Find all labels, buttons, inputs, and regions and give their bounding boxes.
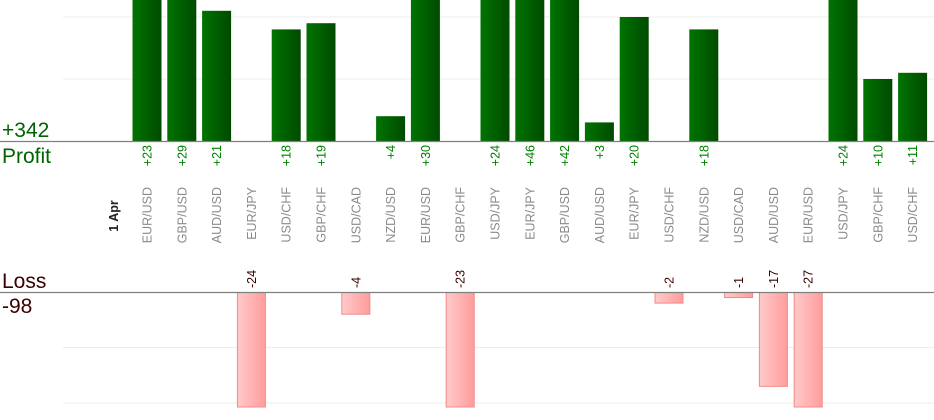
loss-bar — [793, 292, 823, 408]
loss-value-label: -27 — [802, 270, 816, 288]
profit-label: Profit — [2, 145, 51, 168]
profit-bar — [306, 23, 336, 142]
currency-pair-label: AUD/USD — [767, 187, 781, 243]
profit-bar — [515, 0, 545, 141]
loss-value-label: -24 — [245, 270, 259, 288]
profit-value-label: +19 — [315, 145, 329, 166]
profit-bar — [132, 0, 162, 141]
currency-pair-label: GBP/USD — [175, 187, 189, 243]
profit-bar — [619, 17, 649, 141]
loss-value-label: -4 — [349, 277, 363, 288]
profit-bar — [584, 122, 614, 141]
loss-total: -98 — [2, 295, 32, 318]
loss-bar — [758, 292, 788, 387]
labels: +23 EUR/USD +29 GBP/USD +21 AUD/USD -24 EUR/JPY… — [141, 145, 921, 288]
profit-bar — [167, 0, 197, 141]
profit-bar — [863, 79, 893, 141]
profit-bar — [550, 0, 580, 141]
bars — [132, 0, 928, 408]
loss-bar — [236, 292, 266, 408]
currency-pair-label: USD/CAD — [349, 187, 363, 243]
profit-bar — [828, 0, 858, 141]
profit-bar — [480, 0, 510, 141]
profit-value-label: +30 — [419, 145, 433, 166]
date-label: 1 Apr — [107, 200, 121, 232]
loss-label: Loss — [2, 270, 46, 293]
currency-pair-label: AUD/USD — [210, 187, 224, 243]
profit-value-label: +3 — [593, 145, 607, 159]
profit-bar — [202, 10, 232, 141]
profit-value-label: +11 — [906, 145, 920, 165]
currency-pair-label: EUR/USD — [419, 187, 433, 243]
currency-pair-label: USD/JPY — [489, 186, 503, 239]
loss-value-label: -17 — [767, 270, 781, 288]
loss-value-label: -23 — [454, 270, 468, 288]
profit-bar — [689, 29, 719, 141]
profit-value-label: +18 — [280, 145, 294, 166]
profit-value-label: +46 — [523, 145, 537, 166]
profit-value-label: +24 — [489, 145, 503, 166]
currency-pair-label: EUR/JPY — [628, 186, 642, 239]
currency-pair-label: GBP/CHF — [454, 187, 468, 243]
profit-bar — [410, 0, 440, 141]
profit-bar — [376, 116, 406, 141]
currency-pair-label: EUR/JPY — [245, 186, 259, 239]
currency-pair-label: EUR/USD — [802, 187, 816, 243]
profit-value-label: +21 — [210, 145, 224, 166]
currency-pair-label: USD/CAD — [732, 187, 746, 243]
loss-bar — [724, 292, 754, 299]
profit-bar — [271, 29, 301, 141]
loss-bar — [654, 292, 684, 304]
profit-value-label: +23 — [141, 145, 155, 166]
currency-pair-label: USD/CHF — [280, 187, 294, 243]
currency-pair-label: GBP/CHF — [871, 187, 885, 243]
loss-bar — [445, 292, 475, 408]
profit-value-label: +24 — [837, 145, 851, 166]
currency-pair-label: USD/JPY — [837, 186, 851, 239]
currency-pair-label: GBP/USD — [558, 187, 572, 243]
currency-pair-label: NZD/USD — [384, 187, 398, 243]
profit-bar — [898, 72, 928, 141]
currency-pair-label: USD/CHF — [906, 187, 920, 243]
loss-bar — [341, 292, 371, 315]
profit-value-label: +10 — [871, 145, 885, 166]
currency-pair-label: NZD/USD — [697, 187, 711, 243]
currency-pair-label: EUR/USD — [141, 187, 155, 243]
profit-value-label: +29 — [175, 145, 189, 166]
loss-value-label: -1 — [732, 277, 746, 288]
profit-value-label: +18 — [697, 145, 711, 166]
currency-pair-label: EUR/JPY — [523, 186, 537, 239]
currency-pair-label: GBP/CHF — [315, 187, 329, 243]
currency-pair-label: USD/CHF — [663, 187, 677, 243]
loss-value-label: -2 — [663, 277, 677, 288]
profit-value-label: +4 — [384, 145, 398, 159]
profit-value-label: +42 — [558, 145, 572, 166]
currency-pair-label: AUD/USD — [593, 187, 607, 243]
profit-value-label: +20 — [628, 145, 642, 166]
profit-total: +342 — [2, 119, 49, 142]
